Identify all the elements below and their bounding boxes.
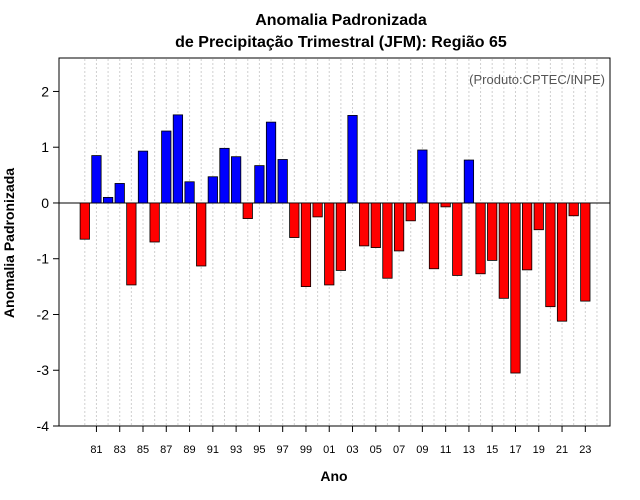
product-annotation: (Produto:CPTEC/INPE) [469,72,605,87]
bar-1985 [137,150,149,204]
ytick-label--1: -1 [37,251,50,267]
ytick-label--3: -3 [37,362,50,378]
bar-2012 [452,202,463,276]
bar-2005 [370,202,381,248]
xtick-label-17: 17 [509,444,521,456]
bar-2019 [533,202,544,231]
chart-title-line2: de Precipitação Trimestral (JFM): Região… [175,34,507,51]
xtick-label-85: 85 [137,444,149,456]
bar-2022 [568,202,579,217]
bar-2015 [487,202,498,261]
bar-2006 [382,202,393,279]
bar-2016 [498,202,509,299]
bar-1999 [300,202,312,288]
xtick-label-91: 91 [207,444,219,456]
bar-2007 [393,202,405,252]
xtick-label-83: 83 [114,444,126,456]
plot-frame [58,57,611,427]
bar-1996 [265,121,277,204]
chart-title-line1: Anomalia Padronizada [255,12,427,29]
xtick-label-09: 09 [416,444,428,456]
bar-1984 [126,202,137,286]
bar-2020 [545,202,556,308]
bar-1994 [242,202,253,219]
bar-2002 [335,202,346,271]
xtick-label-99: 99 [300,444,312,456]
bar-2010 [428,202,440,270]
bar-1992 [219,147,230,204]
bar-2018 [522,202,533,271]
x-axis: 81 83 85 87 89 91 93 95 97 99 01 03 05 07 09 11 13 15 17 19… [90,426,591,456]
ytick-label--4: -4 [37,418,50,434]
bar-2023 [580,202,591,302]
x-axis-label: Ano [320,468,347,484]
xtick-label-23: 23 [579,444,591,456]
ytick-label-2: 2 [41,83,49,99]
bar-2021 [556,202,568,322]
bar-1995 [254,165,265,204]
xtick-label-03: 03 [346,444,358,456]
bar-1991 [207,176,218,204]
gridlines [84,59,598,425]
ytick-label--2: -2 [37,306,50,322]
bar-2017 [510,202,521,374]
xtick-label-01: 01 [323,444,335,456]
xtick-label-13: 13 [463,444,475,456]
y-axis-label: Anomalia Padronizada [1,168,17,318]
ytick-label-1: 1 [41,139,49,155]
xtick-label-11: 11 [440,444,451,456]
bar-1989 [184,181,195,204]
xtick-label-95: 95 [253,444,265,456]
xtick-label-15: 15 [486,444,498,456]
bar-1981 [91,155,102,204]
bar-1987 [161,130,172,204]
bar-2014 [475,202,486,275]
bar-2009 [417,149,428,204]
bar-1997 [277,159,288,204]
xtick-label-05: 05 [370,444,382,456]
bar-1998 [289,202,300,238]
xtick-label-89: 89 [183,444,195,456]
bar-1988 [172,114,184,204]
y-axis: -4 -3 -2 -1 0 1 2 [37,83,59,434]
xtick-label-97: 97 [277,444,289,456]
bar-2008 [405,202,416,222]
ytick-label-0: 0 [41,195,49,211]
bar-1980 [79,202,90,240]
xtick-label-21: 21 [556,444,568,456]
xtick-label-93: 93 [230,444,242,456]
bar-1993 [231,156,242,204]
bar-1986 [149,202,160,243]
xtick-label-07: 07 [393,444,405,456]
bar-2011 [440,202,451,208]
bar-2001 [324,202,335,286]
xtick-label-87: 87 [160,444,172,456]
bar-2003 [347,115,358,204]
xtick-label-19: 19 [533,444,545,456]
bar-2013 [463,159,475,204]
bar-1990 [196,202,207,267]
bar-2000 [312,202,323,218]
bar-2004 [359,202,370,247]
bar-1982 [102,196,114,204]
bars [79,114,591,374]
bar-1983 [114,183,125,204]
xtick-label-81: 81 [90,444,102,456]
